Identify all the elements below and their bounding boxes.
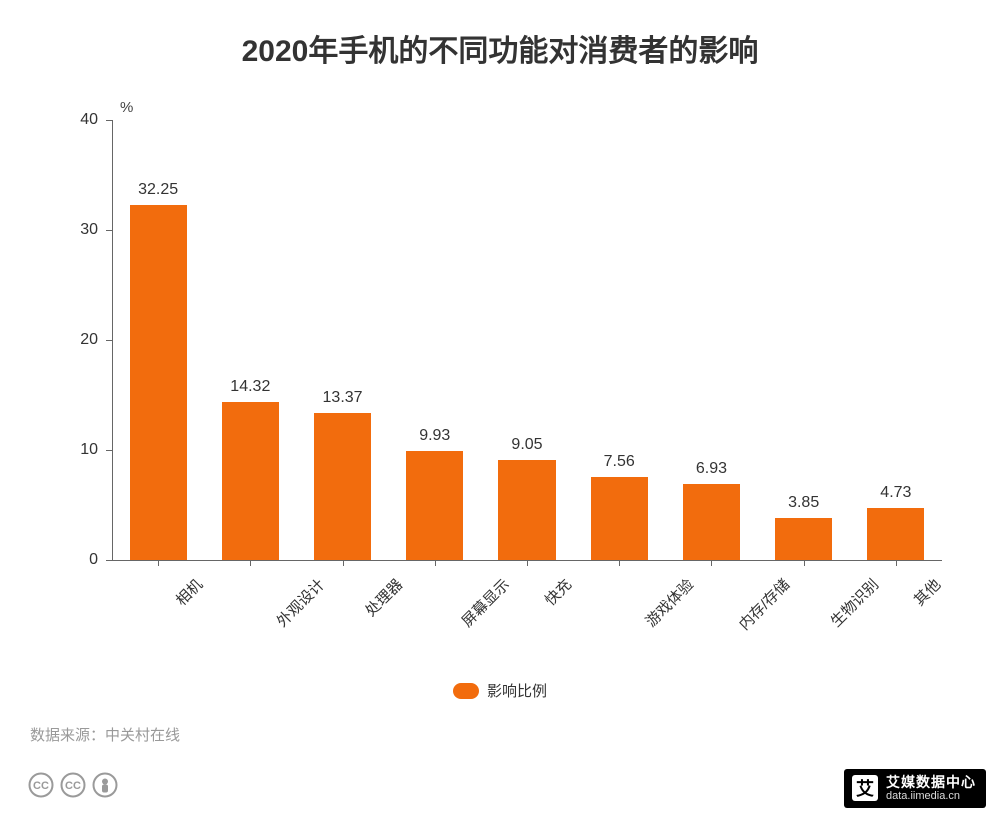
- watermark-line1: 艾媒数据中心: [886, 775, 976, 790]
- svg-text:CC: CC: [65, 780, 81, 792]
- y-tick-mark: [106, 340, 112, 341]
- bar: [775, 518, 832, 560]
- x-tick-mark: [527, 560, 528, 566]
- x-category-label: 其他: [909, 574, 945, 610]
- svg-text:CC: CC: [33, 780, 49, 792]
- y-tick-label: 20: [58, 331, 98, 349]
- x-tick-mark: [804, 560, 805, 566]
- y-tick-label: 40: [58, 111, 98, 129]
- bar-value-label: 13.37: [303, 389, 383, 407]
- bar: [130, 205, 187, 560]
- bar-value-label: 4.73: [856, 484, 936, 502]
- bar-value-label: 14.32: [210, 378, 290, 396]
- x-tick-mark: [619, 560, 620, 566]
- y-tick-mark: [106, 230, 112, 231]
- x-tick-mark: [250, 560, 251, 566]
- chart-title: 2020年手机的不同功能对消费者的影响: [0, 0, 1000, 70]
- watermark-line2: data.iimedia.cn: [886, 790, 976, 802]
- y-tick-label: 0: [58, 551, 98, 569]
- y-tick-mark: [106, 120, 112, 121]
- bar-value-label: 9.93: [395, 427, 475, 445]
- bar: [867, 508, 924, 560]
- by-icon: [92, 772, 118, 803]
- bar: [406, 451, 463, 560]
- bar: [683, 484, 740, 560]
- license-badges: CC CC: [28, 772, 118, 803]
- bar-value-label: 7.56: [579, 453, 659, 471]
- bar: [222, 402, 279, 560]
- cc-icon: CC: [28, 772, 54, 803]
- legend: 影响比例: [0, 680, 1000, 701]
- x-tick-mark: [435, 560, 436, 566]
- data-source: 数据来源：中关村在线: [30, 724, 180, 745]
- bar-value-label: 32.25: [118, 181, 198, 199]
- x-category-label: 处理器: [360, 574, 407, 621]
- x-category-label: 游戏体验: [641, 574, 698, 631]
- source-prefix: 数据来源：: [30, 727, 105, 744]
- x-tick-mark: [343, 560, 344, 566]
- legend-label: 影响比例: [487, 680, 547, 701]
- legend-swatch: [453, 683, 479, 699]
- y-tick-mark: [106, 560, 112, 561]
- bar-value-label: 6.93: [671, 460, 751, 478]
- source-name: 中关村在线: [105, 727, 180, 744]
- y-axis-unit: %: [120, 99, 133, 116]
- x-category-label: 生物识别: [825, 574, 882, 631]
- bar: [498, 460, 555, 560]
- watermark: 艾 艾媒数据中心 data.iimedia.cn: [844, 769, 986, 808]
- bar: [314, 413, 371, 560]
- bar: [591, 477, 648, 560]
- bar-chart: 010203040%32.25相机14.32外观设计13.37处理器9.93屏幕…: [112, 120, 942, 560]
- bar-value-label: 3.85: [764, 494, 844, 512]
- x-category-label: 快充: [540, 574, 576, 610]
- y-tick-label: 10: [58, 441, 98, 459]
- x-tick-mark: [158, 560, 159, 566]
- y-axis-line: [112, 120, 113, 560]
- y-tick-mark: [106, 450, 112, 451]
- x-category-label: 外观设计: [272, 574, 329, 631]
- bar-value-label: 9.05: [487, 436, 567, 454]
- x-category-label: 内存/存储: [734, 574, 794, 634]
- cc-icon: CC: [60, 772, 86, 803]
- x-tick-mark: [896, 560, 897, 566]
- watermark-logo: 艾: [852, 775, 878, 801]
- x-category-label: 屏幕显示: [456, 574, 513, 631]
- y-tick-label: 30: [58, 221, 98, 239]
- x-tick-mark: [711, 560, 712, 566]
- x-category-label: 相机: [171, 574, 207, 610]
